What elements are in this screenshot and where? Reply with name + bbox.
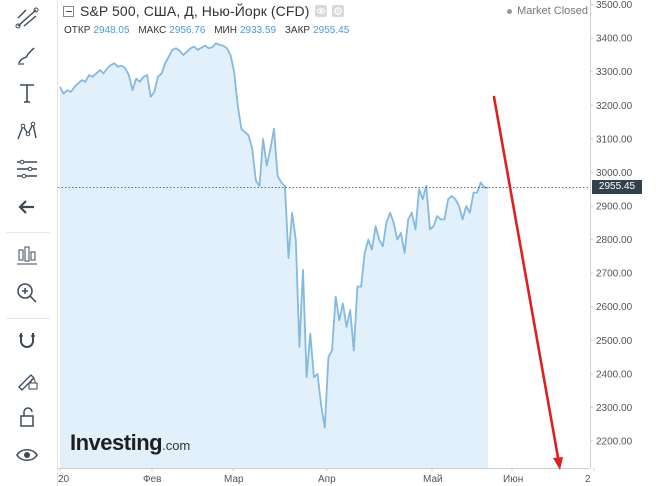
text-icon[interactable] bbox=[10, 78, 44, 108]
price-series-line bbox=[59, 42, 488, 429]
x-tick-label: Май bbox=[423, 474, 443, 485]
x-tick-label: Июн bbox=[503, 474, 523, 485]
y-tick-label: 2500.00 bbox=[596, 336, 633, 347]
instrument-title: S&P 500, США, Д, Нью-Йорк (CFD) bbox=[80, 3, 310, 19]
y-tick-label: 2700.00 bbox=[596, 269, 633, 280]
x-tick-label: 2 bbox=[585, 474, 591, 485]
close-value: 2955.45 bbox=[313, 25, 350, 36]
eye-icon[interactable] bbox=[10, 440, 44, 470]
brush-icon[interactable] bbox=[10, 40, 44, 70]
x-tick-label: Апр bbox=[318, 474, 336, 485]
trend-lines-icon[interactable] bbox=[10, 2, 44, 32]
y-tick-label: 2800.00 bbox=[596, 235, 633, 246]
high-label: МАКС bbox=[138, 25, 167, 36]
eye-toggle-icon[interactable] bbox=[314, 5, 327, 17]
chart-header: S&P 500, США, Д, Нью-Йорк (CFD) ОТКР 2948… bbox=[58, 0, 590, 44]
settings-gear-icon[interactable] bbox=[331, 5, 344, 17]
x-tick-label: Мар bbox=[224, 474, 244, 485]
red-arrow-head bbox=[553, 457, 563, 470]
logo-brand: Investing bbox=[70, 430, 163, 455]
lock-drawing-icon[interactable] bbox=[10, 364, 44, 394]
x-tick-label: 20 bbox=[58, 474, 70, 485]
zoom-icon[interactable] bbox=[10, 278, 44, 308]
close-label: ЗАКР bbox=[284, 25, 311, 36]
y-tick-label: 2900.00 bbox=[596, 202, 633, 213]
y-axis-ticks: 3500.00 3400.00 3300.00 3200.00 3100.00 3000.… bbox=[590, 0, 633, 448]
y-tick-label: 3000.00 bbox=[596, 168, 633, 179]
pattern-icon[interactable] bbox=[10, 116, 44, 146]
red-arrow-shaft bbox=[492, 95, 561, 464]
market-status: Market Closed bbox=[507, 5, 588, 17]
y-tick-label: 3400.00 bbox=[596, 34, 633, 45]
collapse-legend-button[interactable] bbox=[63, 5, 74, 17]
y-tick-label: 3200.00 bbox=[596, 101, 633, 112]
high-value: 2956.76 bbox=[169, 25, 206, 36]
indicators-icon[interactable] bbox=[10, 240, 44, 270]
y-tick-label: 2400.00 bbox=[596, 369, 633, 380]
drawing-toolbar bbox=[0, 0, 58, 486]
magnet-icon[interactable] bbox=[10, 326, 44, 356]
y-tick-label: 3100.00 bbox=[596, 134, 633, 145]
y-tick-label: 2600.00 bbox=[596, 302, 633, 313]
logo-domain: .com bbox=[162, 438, 191, 453]
x-axis-ticks: 20 Фев Мар Апр Май Июн 2 bbox=[58, 468, 595, 485]
chart-axes bbox=[58, 0, 591, 469]
x-tick-label: Фев bbox=[143, 474, 161, 485]
status-dot-icon bbox=[507, 8, 513, 14]
fibonacci-icon[interactable] bbox=[10, 154, 44, 184]
back-arrow-icon[interactable] bbox=[10, 192, 44, 222]
last-price-tag: 2955.45 bbox=[592, 180, 642, 195]
annotation-layer bbox=[492, 95, 563, 470]
y-tick-label: 2300.00 bbox=[596, 403, 633, 414]
y-tick-label: 3500.00 bbox=[596, 0, 633, 11]
low-value: 2933.59 bbox=[239, 25, 277, 36]
ohlc-values: ОТКР 2948.05 МАКС 2956.76 МИН 2933.59 ЗАКР 2… bbox=[64, 25, 355, 36]
open-value: 2948.05 bbox=[93, 25, 130, 36]
open-label: ОТКР bbox=[64, 25, 91, 36]
low-label: МИН bbox=[214, 25, 237, 36]
price-area bbox=[59, 42, 488, 468]
investing-logo: Investing.com bbox=[70, 430, 190, 456]
unlock-icon[interactable] bbox=[10, 402, 44, 432]
y-tick-label: 3300.00 bbox=[596, 67, 633, 78]
market-status-text: Market Closed bbox=[517, 5, 588, 17]
y-tick-label: 2200.00 bbox=[596, 437, 633, 448]
price-area-fill bbox=[60, 43, 488, 468]
